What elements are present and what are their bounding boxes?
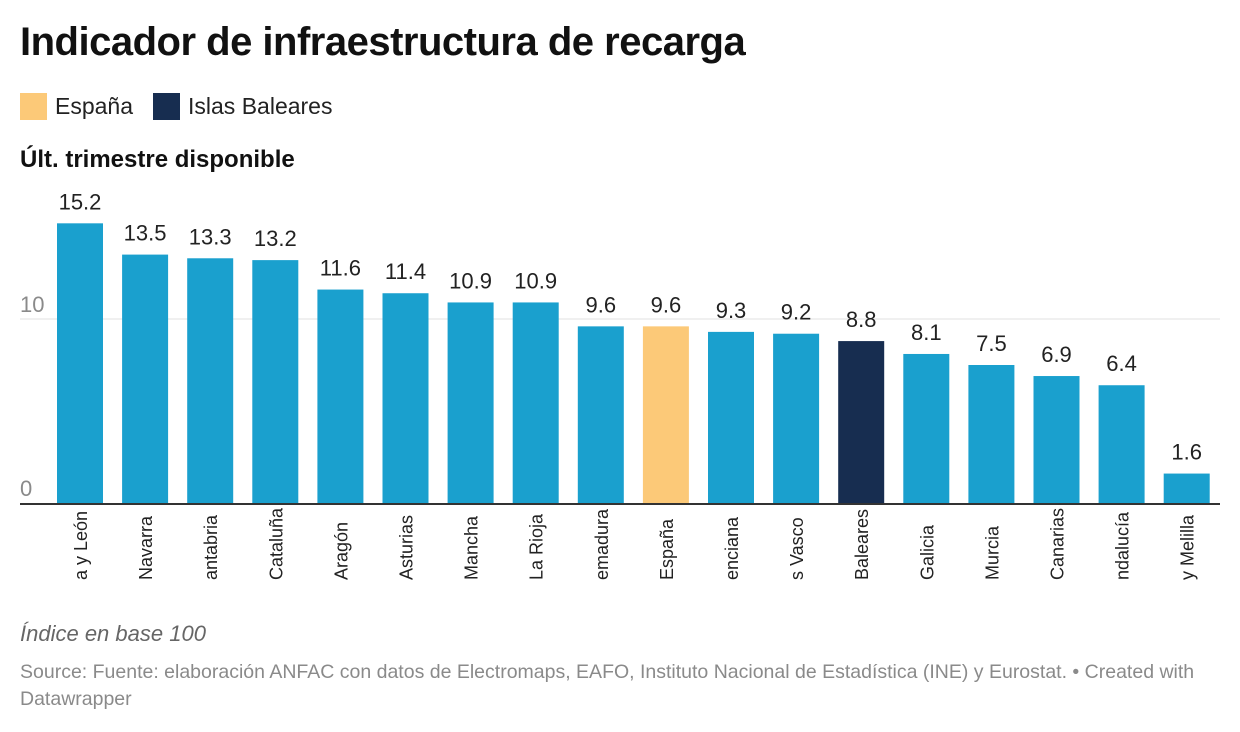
- legend-label-baleares: Islas Baleares: [188, 93, 333, 119]
- bar: [577, 326, 624, 503]
- data-label: 13.3: [189, 224, 232, 249]
- bar: [642, 326, 689, 503]
- data-label: 9.2: [781, 300, 812, 325]
- bar: [838, 341, 885, 503]
- legend: España Islas Baleares: [20, 93, 352, 120]
- data-label: 10.9: [514, 268, 557, 293]
- bar: [1163, 473, 1210, 503]
- data-label: 13.5: [124, 221, 167, 246]
- data-label: 11.4: [385, 259, 426, 284]
- bar: [317, 289, 364, 503]
- y-tick-label: 0: [20, 476, 32, 501]
- x-tick-label: La Rioja: [527, 513, 547, 580]
- legend-item-baleares: Islas Baleares: [153, 93, 332, 120]
- bar: [122, 254, 169, 503]
- data-label: 7.5: [976, 331, 1007, 356]
- x-tick-label: y Melilla: [1178, 514, 1198, 580]
- bar: [57, 223, 103, 503]
- bar: [708, 331, 754, 503]
- page-title: Indicador de infraestructura de recarga: [20, 20, 746, 64]
- x-tick-label: enciana: [722, 516, 742, 580]
- data-label: 9.3: [716, 298, 747, 323]
- source-credit: Source: Fuente: elaboración ANFAC con da…: [20, 661, 1195, 710]
- x-tick-label: emadura: [592, 508, 612, 580]
- legend-item-espana: España: [20, 93, 133, 120]
- x-tick-label: Mancha: [462, 515, 482, 580]
- bar: [447, 302, 494, 503]
- x-tick-label: Cataluña: [266, 507, 286, 580]
- legend-swatch-espana: [20, 93, 47, 120]
- x-tick-label: a y León: [71, 511, 91, 580]
- data-label: 6.4: [1106, 351, 1137, 376]
- data-label: 11.6: [320, 256, 361, 281]
- y-tick-label: 10: [20, 292, 44, 317]
- data-label: 10.9: [449, 268, 492, 293]
- data-label: 6.9: [1041, 342, 1072, 367]
- bar: [968, 365, 1015, 503]
- data-label: 9.6: [651, 292, 682, 317]
- x-tick-label: ndalucía: [1113, 511, 1133, 580]
- data-label: 13.2: [254, 226, 297, 251]
- bar: [1033, 376, 1080, 503]
- x-tick-label: Galicia: [917, 524, 937, 580]
- x-tick-label: Aragón: [331, 522, 351, 580]
- legend-swatch-baleares: [153, 93, 181, 120]
- x-tick-label: Navarra: [136, 515, 156, 580]
- data-label: 9.6: [586, 292, 617, 317]
- chart-subtitle: Últ. trimestre disponible: [20, 146, 295, 173]
- x-tick-label: España: [657, 518, 677, 580]
- bar-chart: 0 10 15.2 13.5 13.3 13.2 11.6 11.4 10.9 10.9 9.6 9…: [20, 189, 1220, 580]
- x-tick-label: s Vasco: [787, 517, 807, 580]
- x-tick-label: antabria: [201, 514, 221, 580]
- legend-label-espana: España: [55, 93, 134, 119]
- data-label: 15.2: [59, 189, 102, 214]
- data-label: 8.1: [911, 320, 942, 345]
- bar: [252, 260, 299, 503]
- chart-notes: Índice en base 100: [20, 621, 206, 646]
- data-label: 8.8: [846, 307, 877, 332]
- bar: [382, 293, 429, 503]
- bar: [903, 353, 950, 503]
- x-tick-label: Asturias: [397, 515, 417, 580]
- data-label: 1.6: [1171, 440, 1202, 465]
- bar: [1098, 385, 1145, 503]
- x-tick-label: Murcia: [982, 525, 1002, 580]
- bar: [187, 258, 234, 503]
- x-tick-label: Baleares: [852, 509, 872, 580]
- x-tick-label: Canarias: [1048, 508, 1068, 580]
- bar: [773, 333, 820, 503]
- bar: [512, 302, 559, 503]
